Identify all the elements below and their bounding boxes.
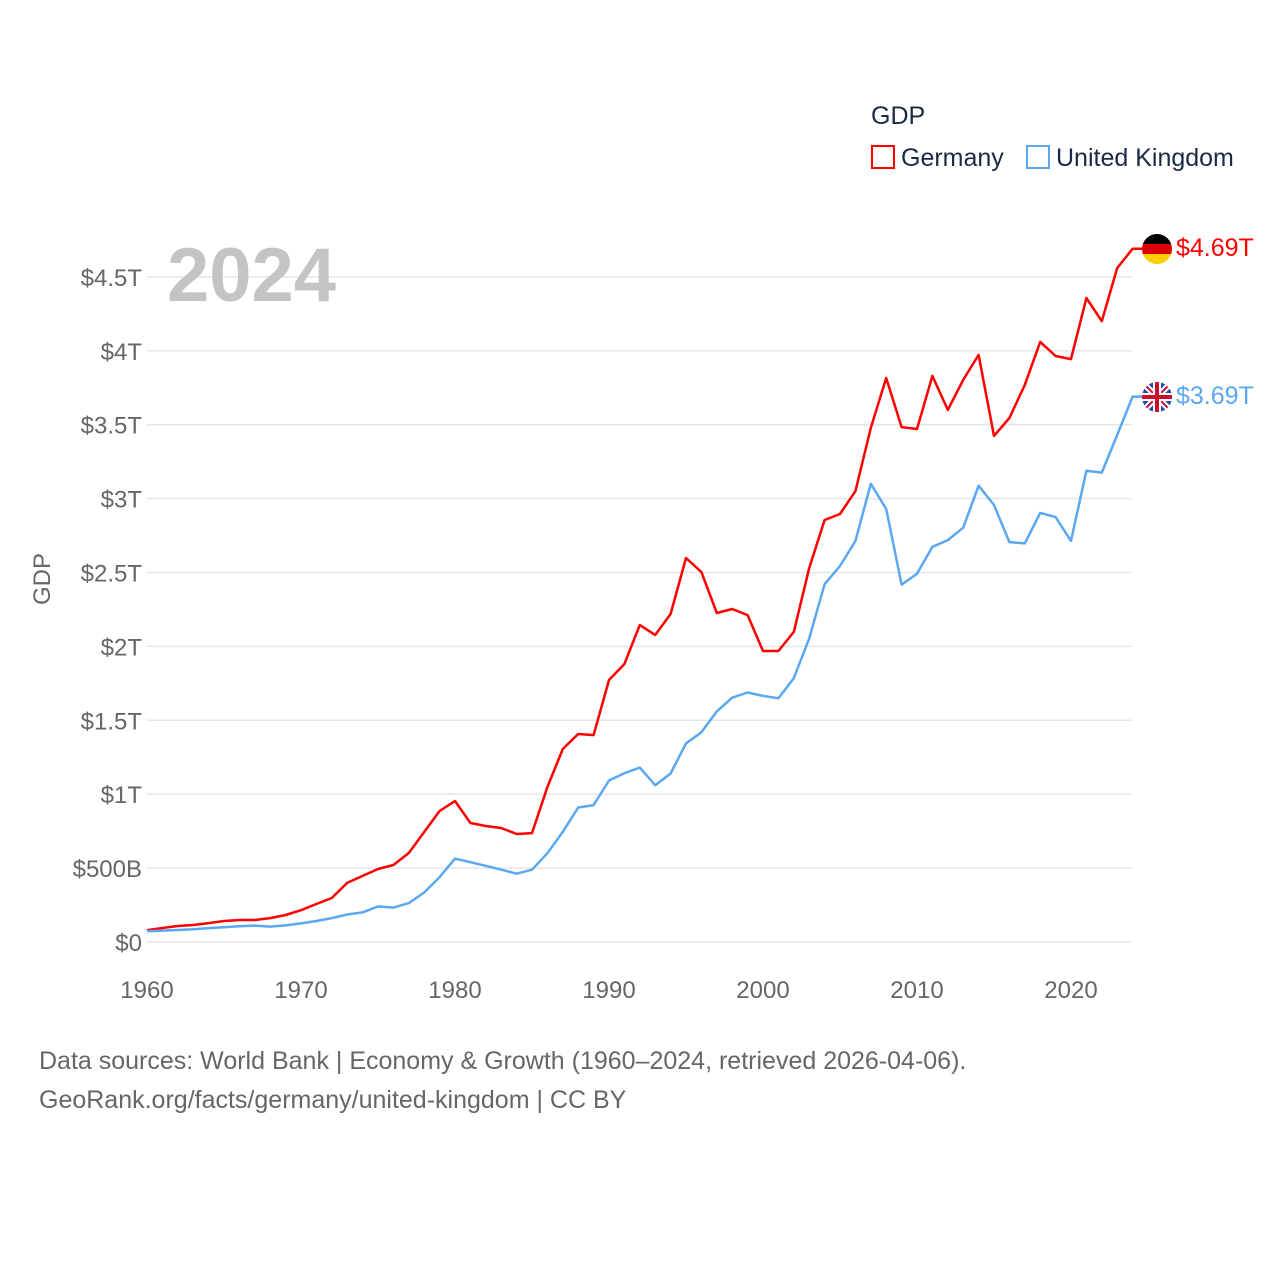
x-axis-ticks: 1960 1970 1980 1990 2000 2010 2020	[120, 977, 1097, 1004]
x-tick-label: 2020	[1044, 977, 1097, 1004]
y-axis-ticks: $0 $500B $1T $1.5T $2T $2.5T $3T $3.5T $4T $4.5T	[73, 265, 143, 957]
y-tick-label: $3T	[101, 487, 143, 514]
footer-attribution[interactable]: GeoRank.org/facts/germany/united-kingdom…	[39, 1086, 627, 1114]
x-tick-label: 1960	[120, 977, 173, 1004]
y-tick-label: $2.5T	[81, 561, 143, 588]
end-label-germany: $4.69T	[1176, 234, 1254, 262]
y-tick-label: $1.5T	[81, 708, 143, 735]
end-label-uk: $3.69T	[1176, 382, 1254, 410]
x-tick-label: 2000	[736, 977, 789, 1004]
series-line-united-kingdom[interactable]	[146, 395, 1142, 933]
x-tick-label: 1990	[582, 977, 635, 1004]
footer-sources: Data sources: World Bank | Economy & Gro…	[39, 1047, 966, 1075]
legend-label-germany[interactable]: Germany	[901, 144, 1004, 172]
legend-swatch-uk[interactable]	[1026, 145, 1050, 169]
legend-label-uk[interactable]: United Kingdom	[1056, 144, 1234, 172]
y-axis-label: GDP	[29, 553, 56, 605]
y-tick-label: $4.5T	[81, 265, 143, 292]
y-tick-label: $1T	[101, 782, 143, 809]
year-watermark: 2024	[167, 233, 336, 318]
x-tick-label: 2010	[890, 977, 943, 1004]
y-tick-label: $3.5T	[81, 413, 143, 440]
legend-swatch-germany[interactable]	[871, 145, 895, 169]
y-tick-label: $500B	[73, 856, 142, 883]
germany-flag-icon	[1142, 234, 1172, 264]
gridlines	[147, 276, 1132, 943]
x-tick-label: 1970	[274, 977, 327, 1004]
legend-title: GDP	[871, 102, 925, 130]
y-tick-label: $4T	[101, 339, 143, 366]
uk-flag-icon	[1142, 382, 1172, 412]
series-line-germany[interactable]	[146, 247, 1142, 932]
legend: GDP Germany United Kingdom	[871, 102, 1234, 172]
series-lines	[146, 247, 1142, 933]
y-tick-label: $0	[115, 930, 142, 957]
y-tick-label: $2T	[101, 634, 143, 661]
x-tick-label: 1980	[428, 977, 481, 1004]
